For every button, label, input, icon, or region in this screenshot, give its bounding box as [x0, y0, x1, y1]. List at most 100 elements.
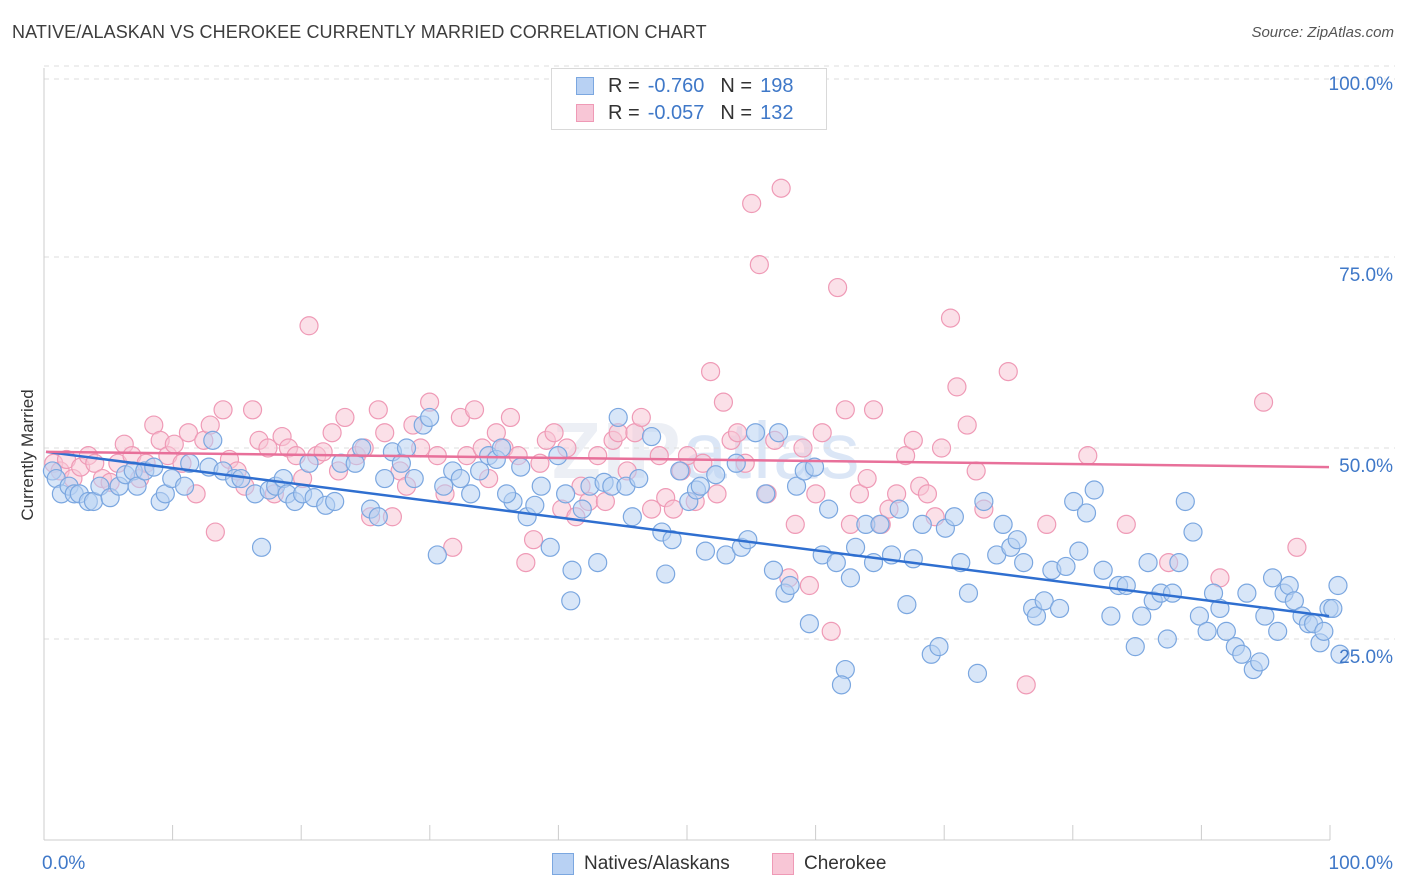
natives-point [763, 560, 784, 580]
natives-swatch [576, 77, 594, 95]
x-tick-label-max: 100.0% [1329, 853, 1394, 874]
bottom-legend-cherokee: Cherokee [772, 852, 886, 876]
cherokee-point [242, 400, 263, 420]
natives-point [572, 499, 592, 519]
natives-point [470, 461, 490, 481]
natives-point [1084, 480, 1104, 500]
natives-point [450, 468, 471, 489]
cherokee-point [649, 446, 669, 466]
natives-point [993, 514, 1013, 535]
cherokee-point [917, 484, 938, 504]
natives-point [629, 468, 649, 489]
cherokee-point [903, 430, 923, 450]
natives-point [929, 637, 949, 657]
natives-point [1330, 644, 1350, 664]
natives-point [491, 438, 512, 458]
natives-point [1237, 583, 1257, 603]
natives-point [1197, 621, 1217, 641]
natives-point [831, 675, 852, 695]
cherokee-point [663, 499, 683, 519]
cherokee-point [821, 621, 841, 641]
natives-point [1183, 522, 1203, 542]
cherokee-trend-line [45, 450, 1330, 469]
cherokee-point [299, 316, 319, 336]
natives-point [716, 545, 736, 565]
cherokee-legend-label: Cherokee [804, 853, 887, 874]
natives-point [1101, 606, 1121, 626]
cherokee-point [335, 407, 355, 428]
cherokee-point [849, 484, 870, 504]
n-label: N = [720, 74, 753, 97]
natives-point [127, 476, 147, 496]
natives-point [496, 484, 517, 504]
natives-point [745, 423, 766, 443]
chart-title: NATIVE/ALASKAN VS CHEROKEE CURRENTLY MAR… [12, 22, 707, 42]
natives-point [608, 407, 628, 428]
natives-point [1314, 621, 1334, 641]
r-value: -0.760 [647, 74, 705, 97]
natives-point [1175, 491, 1195, 512]
natives-point [726, 453, 746, 473]
n-value: 198 [760, 74, 794, 97]
natives-point [1007, 530, 1027, 550]
natives-point [1323, 598, 1343, 619]
natives-point [768, 423, 789, 443]
cherokee-point [785, 514, 805, 535]
cherokee-point [544, 423, 564, 443]
natives-point [461, 484, 481, 504]
natives-point [951, 552, 971, 573]
y-tick-label: 75.0% [1339, 265, 1393, 286]
natives-point [396, 438, 417, 458]
natives-point [375, 468, 395, 489]
y-tick-label: 100.0% [1329, 74, 1394, 95]
natives-point [174, 476, 195, 496]
cherokee-point [828, 277, 848, 298]
natives-point [556, 484, 576, 504]
natives-point [870, 514, 890, 535]
cherokee-point [707, 484, 727, 504]
natives-points [42, 407, 1350, 695]
natives-point [1034, 591, 1054, 611]
cherokee-point [998, 362, 1018, 382]
natives-point [1328, 575, 1348, 596]
natives-point [540, 537, 560, 557]
cherokee-point [700, 362, 721, 382]
natives-point [420, 407, 440, 428]
cherokee-point [368, 400, 388, 420]
natives-point [1284, 591, 1304, 611]
natives-point [1250, 652, 1270, 672]
natives-point [819, 499, 839, 519]
cherokee-point [443, 537, 463, 557]
cherokee-swatch [576, 104, 594, 122]
cherokee-point [1016, 675, 1036, 695]
bottom-legend-natives: Natives/Alaskans [552, 852, 730, 876]
cherokee-point [812, 423, 832, 443]
natives-point [251, 537, 272, 557]
natives-point [1076, 503, 1097, 523]
cherokee-point [947, 377, 967, 397]
natives-point [840, 568, 861, 588]
y-axis-label: Currently Married [18, 389, 37, 521]
natives-point [561, 591, 581, 611]
natives-point [780, 575, 800, 596]
natives-point [656, 564, 676, 584]
natives-point [622, 507, 642, 527]
natives-point [1132, 606, 1152, 626]
natives-point [670, 461, 690, 481]
cherokee-point [588, 446, 608, 466]
natives-point [1189, 606, 1210, 626]
cherokee-point [835, 400, 855, 420]
cherokee-point [966, 461, 986, 481]
cherokee-point [1287, 537, 1307, 557]
cherokee-point [375, 423, 395, 443]
n-label: N = [720, 101, 753, 124]
natives-point [1049, 598, 1070, 619]
natives-point [1157, 629, 1177, 649]
natives-point [1069, 541, 1089, 561]
natives-point [325, 491, 345, 512]
natives-point [1138, 552, 1158, 573]
y-tick-label: 50.0% [1339, 456, 1393, 477]
natives-point [525, 495, 545, 515]
cherokee-point [793, 438, 813, 458]
natives-point [1125, 637, 1145, 657]
